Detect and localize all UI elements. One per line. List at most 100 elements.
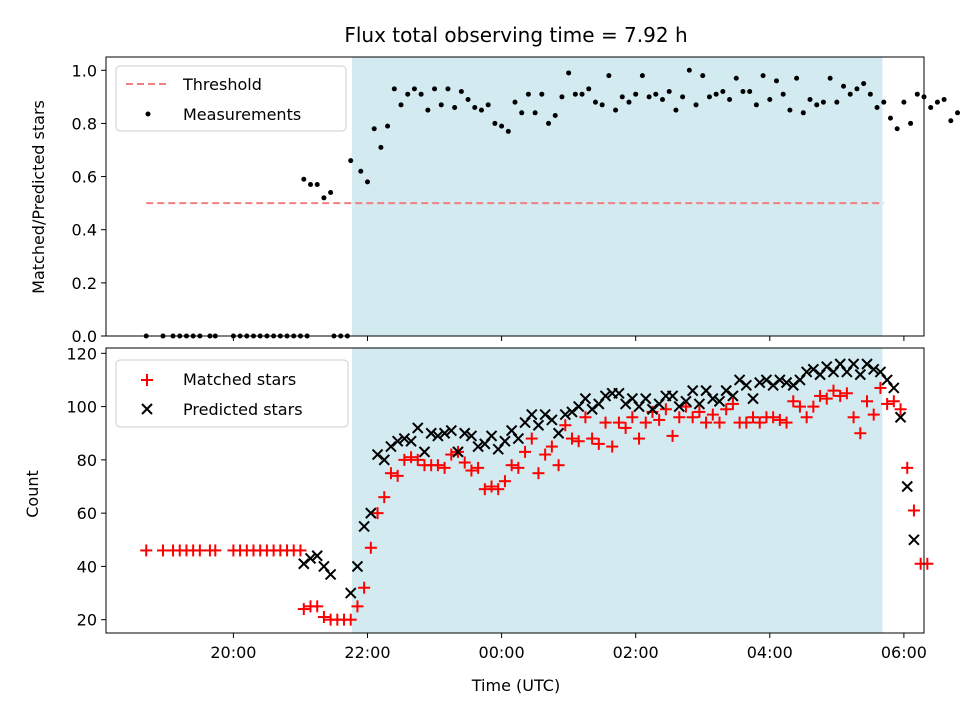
measurement-point	[800, 110, 806, 116]
measurement-point	[512, 99, 518, 105]
matched-star-point	[405, 451, 418, 464]
matched-star-point	[606, 440, 619, 453]
matched-star-point	[706, 408, 719, 421]
predicted-star-point	[391, 435, 404, 447]
measurement-point	[753, 102, 759, 108]
measurement-point	[619, 94, 625, 100]
predicted-star-point	[351, 560, 364, 573]
matched-star-point	[525, 432, 538, 445]
predicted-star-point	[438, 427, 451, 439]
measurement-point	[445, 86, 451, 92]
predicted-star-point	[365, 507, 377, 519]
measurement-point	[847, 91, 853, 97]
matched-star-point	[827, 384, 840, 397]
matched-star-point	[639, 416, 652, 429]
matched-star-point	[472, 461, 485, 474]
predicted-star-point	[412, 422, 424, 434]
measurement-point	[458, 89, 464, 95]
matched-star-point	[726, 397, 739, 410]
measurement-point	[713, 91, 719, 97]
measurement-point	[740, 89, 746, 95]
predicted-star-point	[666, 390, 679, 402]
matched-star-point	[820, 392, 833, 405]
y-tick-label: 100	[66, 398, 97, 417]
matched-star-point	[364, 541, 377, 554]
count-legend: Matched stars Predicted stars	[115, 359, 349, 428]
predicted-star-point	[727, 390, 739, 402]
matched-star-point	[294, 544, 307, 557]
y-tick-label: 0.2	[72, 274, 97, 293]
measurement-point	[720, 89, 726, 95]
legend-predicted-label: Predicted stars	[183, 400, 303, 419]
matched-star-point	[800, 411, 813, 424]
predicted-star-point	[432, 430, 444, 442]
measurement-point	[854, 86, 860, 92]
measurement-point	[592, 99, 598, 105]
count-points	[140, 358, 934, 626]
count-y-axis-label: Count	[23, 470, 42, 518]
measurement-point	[438, 102, 444, 108]
measurement-point	[586, 86, 592, 92]
y-tick-label: 0.0	[72, 327, 97, 346]
y-tick-label: 80	[77, 451, 97, 470]
measurement-point	[941, 97, 947, 103]
predicted-star-point	[418, 446, 431, 458]
measurement-point	[700, 73, 706, 79]
matched-star-point	[565, 432, 578, 445]
predicted-star-point	[345, 587, 357, 599]
predicted-star-point	[546, 414, 558, 426]
measurement-point	[706, 94, 712, 100]
measurement-point	[314, 182, 320, 188]
matched-star-point	[559, 419, 572, 432]
matched-star-point	[411, 453, 424, 466]
measurement-point	[639, 73, 645, 79]
x-tick-label: 22:00	[344, 643, 390, 662]
matched-star-point	[438, 461, 451, 474]
measurement-point	[579, 91, 585, 97]
measurement-point	[378, 144, 384, 150]
measurement-point	[914, 91, 920, 97]
predicted-star-point	[613, 387, 625, 399]
matched-star-point	[478, 483, 491, 496]
matched-star-point	[599, 416, 612, 429]
measurement-point	[371, 126, 377, 132]
measurement-point	[425, 107, 431, 113]
count-y-ticks: 20 40 60 80 100 120	[66, 344, 106, 630]
legend-matched-label: Matched stars	[183, 370, 296, 389]
matched-star-point	[793, 400, 806, 413]
count-legend-box	[115, 359, 349, 428]
matched-star-point	[552, 459, 565, 472]
measurement-point	[432, 86, 438, 92]
measurement-point	[572, 91, 578, 97]
matched-star-point	[492, 483, 505, 496]
x-tick-label: 06:00	[881, 643, 927, 662]
predicted-star-point	[713, 395, 726, 407]
measurement-point	[794, 75, 800, 81]
matched-star-point	[545, 440, 558, 453]
predicted-star-point	[579, 392, 592, 405]
measurement-point	[559, 94, 565, 100]
y-tick-label: 0.6	[72, 168, 97, 187]
measurement-point	[660, 97, 666, 103]
predicted-star-point	[398, 432, 411, 445]
measurement-point	[465, 97, 471, 103]
matched-star-point	[673, 411, 686, 424]
measurement-point	[606, 73, 612, 79]
predicted-star-point	[452, 446, 464, 458]
measurement-point	[908, 120, 914, 126]
predicted-star-point	[747, 392, 759, 405]
ratio-x-ticks	[232, 336, 905, 341]
predicted-star-point	[304, 552, 317, 565]
predicted-star-point	[908, 534, 920, 546]
predicted-star-point	[532, 419, 545, 431]
measurement-point	[599, 102, 605, 108]
measurement-point	[807, 97, 813, 103]
legend-predicted-swatch	[141, 403, 153, 415]
matched-star-point	[659, 403, 672, 416]
matched-star-point	[840, 387, 853, 400]
predicted-star-point	[847, 358, 860, 370]
matched-star-point	[814, 389, 827, 402]
matched-star-point	[787, 395, 800, 408]
measurement-point	[747, 89, 753, 95]
measurement-point	[492, 120, 498, 126]
